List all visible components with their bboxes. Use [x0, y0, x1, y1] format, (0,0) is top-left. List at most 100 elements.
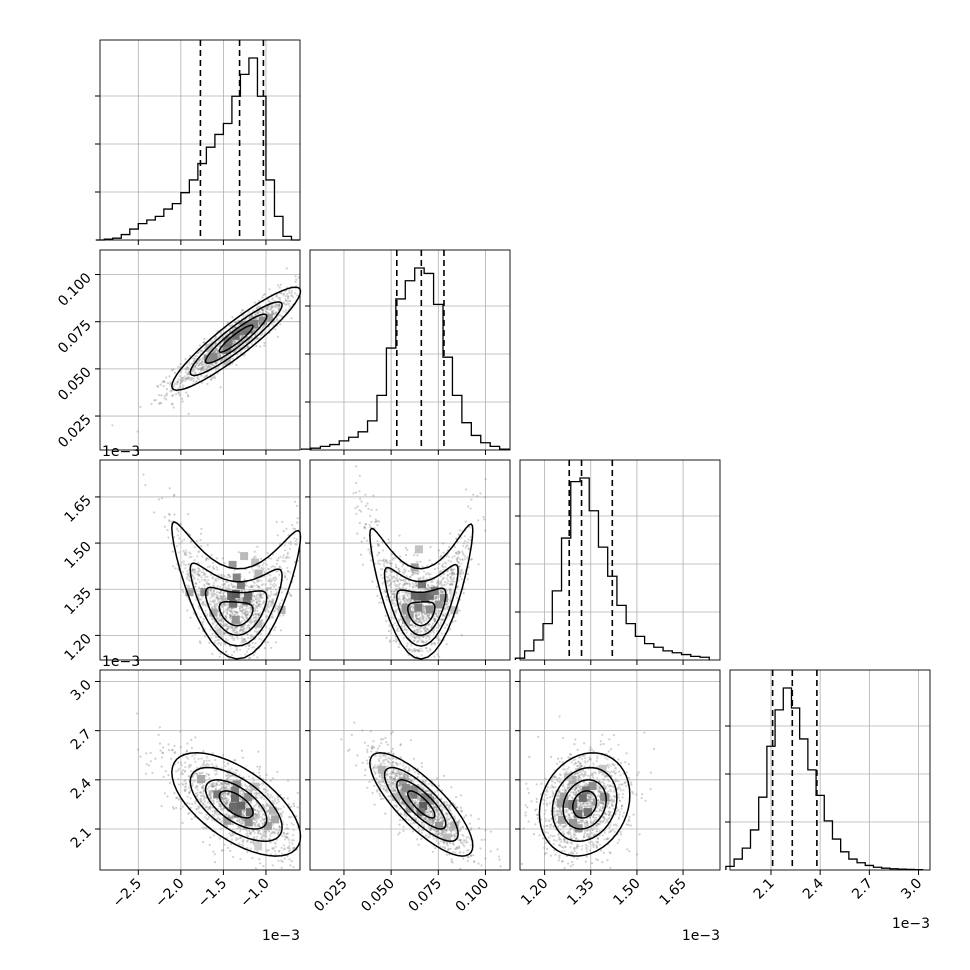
- sample-point: [297, 276, 300, 279]
- sample-point: [169, 381, 172, 384]
- sample-point: [256, 656, 259, 659]
- sample-point: [168, 513, 171, 516]
- sample-point: [282, 530, 285, 533]
- sample-point: [160, 804, 163, 808]
- density-cell: [414, 545, 423, 554]
- sample-point: [201, 381, 204, 384]
- sample-point: [281, 520, 284, 523]
- sample-point: [162, 385, 165, 388]
- y-tick-label: 2.7: [68, 726, 95, 753]
- sample-point: [282, 294, 285, 297]
- y-tick-label: 1.65: [61, 492, 94, 525]
- sample-point: [428, 559, 431, 562]
- sample-point: [197, 364, 200, 367]
- sample-point: [277, 284, 280, 287]
- sample-point: [187, 372, 191, 375]
- sample-point: [369, 526, 372, 529]
- sample-point: [359, 497, 362, 500]
- y-tick-label: 2.1: [68, 825, 95, 852]
- sample-point: [223, 562, 226, 565]
- sample-point: [199, 368, 202, 371]
- panel-border: [99, 39, 301, 241]
- sample-point: [157, 498, 160, 501]
- sample-point: [467, 505, 470, 508]
- sample-point: [186, 742, 189, 745]
- sample-point: [163, 397, 166, 400]
- sample-point: [259, 345, 262, 348]
- sample-point: [288, 592, 291, 595]
- sample-point: [233, 342, 236, 345]
- sample-point: [197, 627, 201, 630]
- y-tick-label: 0.025: [55, 412, 95, 452]
- sample-point: [365, 523, 368, 526]
- sample-point: [221, 557, 224, 560]
- sample-point: [213, 349, 216, 352]
- sample-point: [172, 565, 175, 568]
- sample-point: [278, 286, 281, 289]
- sample-point: [385, 636, 388, 639]
- sample-point: [187, 395, 190, 398]
- sample-point: [358, 509, 361, 512]
- sample-point: [219, 386, 222, 389]
- sample-point: [205, 367, 208, 370]
- sample-point: [287, 779, 290, 782]
- sample-point: [139, 405, 142, 408]
- sample-point: [376, 594, 379, 597]
- sample-point: [271, 306, 274, 309]
- sample-point: [142, 473, 145, 476]
- sample-point: [278, 297, 281, 300]
- sample-point: [170, 542, 173, 545]
- sample-point: [262, 865, 265, 868]
- sample-point: [465, 488, 468, 491]
- sample-point: [215, 362, 218, 365]
- sample-point: [216, 366, 219, 369]
- sample-point: [258, 765, 262, 768]
- sample-point: [250, 315, 254, 318]
- sample-point: [200, 527, 203, 530]
- sample-point: [234, 341, 237, 344]
- sample-point: [111, 424, 114, 427]
- sample-point: [203, 376, 206, 379]
- sample-point: [217, 352, 221, 355]
- sample-point: [364, 493, 367, 496]
- sample-point: [198, 363, 201, 366]
- sample-point: [165, 398, 168, 401]
- sample-point: [174, 567, 177, 570]
- y-tick-label: 0.050: [55, 364, 95, 404]
- sample-point: [458, 529, 461, 532]
- sample-point: [374, 520, 378, 523]
- sample-point: [231, 315, 234, 319]
- sample-point: [231, 324, 234, 327]
- sample-point: [198, 363, 201, 367]
- sample-point: [476, 495, 479, 498]
- sample-point: [270, 646, 273, 649]
- sample-point: [170, 389, 173, 392]
- sample-point: [190, 738, 193, 742]
- sample-point: [199, 538, 202, 542]
- sample-point: [209, 836, 212, 839]
- sample-point: [484, 529, 487, 532]
- sample-point: [265, 773, 268, 776]
- sample-point: [267, 641, 270, 644]
- sample-point: [157, 385, 160, 388]
- sample-point: [190, 378, 193, 381]
- sample-point: [162, 775, 165, 778]
- sample-point: [159, 401, 162, 404]
- sample-point: [352, 492, 355, 495]
- sample-point: [284, 290, 287, 293]
- y-tick-label: 1.35: [61, 585, 94, 618]
- x-tick-label: −1.0: [237, 876, 272, 911]
- sample-point: [215, 348, 218, 352]
- sample-point: [205, 375, 209, 378]
- sample-point: [272, 305, 275, 308]
- sample-point: [288, 305, 291, 308]
- sample-point: [160, 497, 164, 500]
- sample-point: [274, 328, 277, 331]
- sample-point: [371, 580, 374, 583]
- sample-point: [378, 601, 381, 604]
- sample-point: [292, 865, 295, 869]
- sample-point: [165, 394, 168, 397]
- sample-point: [188, 354, 192, 358]
- sample-point: [202, 362, 205, 365]
- sample-point: [263, 647, 266, 650]
